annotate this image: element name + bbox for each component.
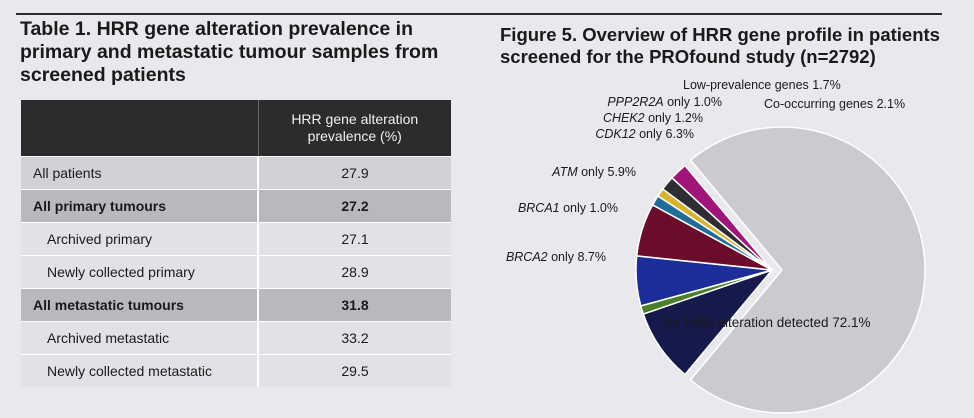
row-value: 33.2: [257, 321, 451, 355]
table-row: Newly collected metastatic 29.5: [21, 354, 451, 387]
row-value: 27.1: [257, 222, 451, 256]
top-rule: [16, 13, 942, 15]
pie-label: CHEK2 only 1.2%: [603, 111, 703, 125]
pie-label-value: 2.1%: [873, 97, 905, 111]
pie-label: ATM only 5.9%: [551, 165, 636, 179]
pie-label-suffix: only: [560, 201, 587, 215]
table-row: Newly collected primary 28.9: [21, 255, 451, 289]
row-label: All patients: [21, 156, 258, 190]
pie-label-suffix: only: [578, 165, 605, 179]
row-label: Archived primary: [21, 222, 258, 256]
pie-label-value: 5.9%: [604, 165, 636, 179]
pie-label-value: 6.3%: [662, 127, 694, 141]
pie-label: Low-prevalence genes 1.7%: [683, 78, 841, 92]
row-value: 31.8: [257, 288, 451, 322]
header-prevalence-cell: HRR gene alteration prevalence (%): [257, 100, 451, 157]
table-row: All primary tumours 27.2: [21, 189, 451, 223]
table-row: All metastatic tumours 31.8: [21, 288, 451, 322]
pie-label-suffix: only: [636, 127, 663, 141]
pie-slice-co-occurring-genes: [670, 164, 773, 271]
pie-label-gene: CHEK2: [603, 111, 645, 125]
pie-label: Co-occurring genes 2.1%: [764, 97, 905, 111]
pie-label-gene: Low-prevalence genes: [683, 78, 809, 92]
table-title: Table 1. HRR gene alteration prevalence …: [20, 18, 439, 86]
pie-label-gene: Co-occurring genes: [764, 97, 873, 111]
figure-title: Figure 5. Overview of HRR gene profile i…: [500, 24, 940, 67]
row-label: Newly collected primary: [21, 255, 258, 289]
pie-label-value: 1.0%: [586, 201, 618, 215]
row-label: All metastatic tumours: [21, 288, 258, 322]
row-label: Newly collected metastatic: [21, 354, 258, 387]
table-row: Archived metastatic 33.2: [21, 321, 451, 355]
pie-label-gene: BRCA2: [506, 250, 548, 264]
prevalence-table: HRR gene alteration prevalence (%) All p…: [21, 100, 451, 387]
pie-label: CDK12 only 6.3%: [595, 127, 694, 141]
pie-label-gene: BRCA1: [518, 201, 560, 215]
pie-label-gene: ATM: [551, 165, 578, 179]
pie-label-value: 1.2%: [671, 111, 703, 125]
table-row: All patients 27.9: [21, 156, 451, 190]
pie-label-value: 8.7%: [574, 250, 606, 264]
row-value: 29.5: [257, 354, 451, 387]
pie-label-gene: PPP2R2A: [607, 95, 663, 109]
pie-label-suffix: only: [645, 111, 672, 125]
table-body: All patients 27.9 All primary tumours 27.2 A…: [21, 156, 451, 387]
pie-label-suffix: only: [548, 250, 575, 264]
row-value: 28.9: [257, 255, 451, 289]
header-label-cell: [21, 100, 258, 157]
pie-label-value: 1.7%: [809, 78, 841, 92]
pie-label-value: 72.1%: [829, 315, 871, 330]
pie-label-gene: No HRR alteration detected: [663, 315, 828, 330]
row-label: All primary tumours: [21, 189, 258, 223]
pie-label: BRCA2 only 8.7%: [506, 250, 606, 264]
pie-label-main: No HRR alteration detected 72.1%: [663, 315, 870, 330]
pie-slice-no-hrr-alteration: [689, 126, 926, 414]
table-row: Archived primary 27.1: [21, 222, 451, 256]
pie-label-suffix: only: [664, 95, 691, 109]
pie-label-gene: CDK12: [595, 127, 635, 141]
row-value: 27.2: [257, 189, 451, 223]
pie-label: PPP2R2A only 1.0%: [607, 95, 722, 109]
table-header-row: HRR gene alteration prevalence (%): [21, 100, 451, 157]
pie-label: BRCA1 only 1.0%: [518, 201, 618, 215]
row-value: 27.9: [257, 156, 451, 190]
row-label: Archived metastatic: [21, 321, 258, 355]
pie-label-value: 1.0%: [690, 95, 722, 109]
